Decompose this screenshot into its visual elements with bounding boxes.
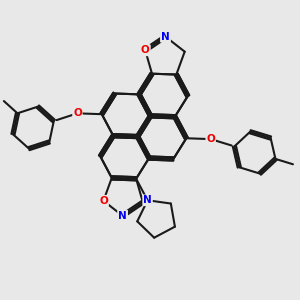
Text: O: O <box>141 45 150 55</box>
Text: N: N <box>143 195 152 205</box>
Text: N: N <box>161 32 170 42</box>
Text: O: O <box>99 196 108 206</box>
Text: N: N <box>161 32 170 42</box>
Text: O: O <box>141 45 150 55</box>
Text: O: O <box>206 134 215 144</box>
Text: N: N <box>118 211 127 221</box>
Text: O: O <box>99 196 108 206</box>
Text: O: O <box>73 108 82 118</box>
Text: N: N <box>118 211 127 221</box>
